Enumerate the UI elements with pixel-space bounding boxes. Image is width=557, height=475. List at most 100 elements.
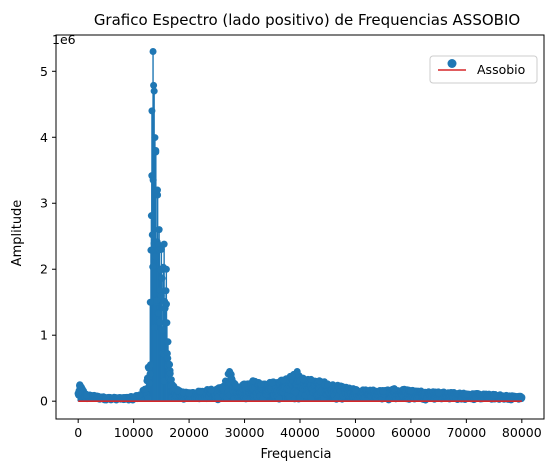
stem-marker (119, 395, 127, 403)
stem-marker (151, 253, 159, 261)
x-axis-ticks: 0 10000 20000 30000 40000 50000 60000 70000 8000… (74, 419, 542, 440)
x-tick-label: 70000 (446, 425, 486, 440)
stem-marker (257, 380, 265, 388)
x-tick-label: 10000 (114, 425, 154, 440)
stem-marker (166, 361, 174, 369)
stem-marker (307, 375, 315, 383)
stem-marker (160, 240, 168, 248)
stem-marker (149, 263, 157, 271)
stem-marker (158, 326, 166, 334)
stem-marker (226, 367, 234, 375)
stem-marker (149, 47, 157, 55)
stem-marker (164, 338, 172, 346)
stem-marker (74, 389, 82, 397)
stem-marker (144, 394, 152, 402)
legend[interactable]: Assobio (429, 55, 538, 84)
stem-marker (130, 393, 138, 401)
stem-marker (157, 245, 165, 253)
stem-marker (76, 381, 84, 389)
stem-marker (390, 385, 398, 393)
stem-marker (155, 226, 163, 234)
stem-marker (150, 87, 158, 95)
plot-frame (55, 34, 545, 420)
stem-marker (279, 376, 287, 384)
stem-marker (307, 394, 315, 402)
stem-marker (288, 372, 296, 380)
stem-marker (232, 382, 240, 390)
x-tick-label: 20000 (169, 425, 209, 440)
stem-lines (77, 51, 523, 402)
x-axis-label: Frequencia (260, 447, 331, 462)
stem-marker (218, 384, 226, 392)
stem-marker (249, 377, 257, 385)
stem-marker (435, 389, 443, 397)
stem-marker (268, 379, 276, 387)
stem-marker (156, 318, 164, 326)
x-tick-label: 40000 (280, 425, 320, 440)
y-axis-offset-label: 1e6 (52, 32, 76, 47)
stem-marker (146, 361, 154, 369)
stem-markers (74, 47, 526, 404)
stem-marker (351, 386, 359, 394)
stem-marker (315, 377, 323, 385)
stem-marker (152, 146, 160, 154)
y-tick-label: 2 (40, 262, 48, 277)
stem-marker (148, 231, 156, 239)
stem-marker (156, 286, 164, 294)
stem-marker (157, 292, 165, 300)
stem-marker (518, 393, 526, 401)
stem-marker (150, 323, 158, 331)
stem-marker (241, 380, 249, 388)
stem-marker (153, 296, 161, 304)
stem-marker (151, 134, 159, 142)
stem-marker (147, 246, 155, 254)
stem-marker (148, 107, 156, 115)
stem-marker (164, 354, 172, 362)
x-tick-label: 50000 (336, 425, 376, 440)
stem-marker (102, 394, 110, 402)
stem-marker (299, 375, 307, 383)
stem-marker (160, 377, 168, 385)
stem-marker (174, 387, 182, 395)
y-axis-ticks: 0 1 2 3 4 5 (40, 64, 56, 409)
stem-marker (166, 369, 174, 377)
y-tick-label: 4 (40, 130, 48, 145)
legend-box (429, 55, 538, 84)
legend-entry-assobio: Assobio (477, 62, 525, 77)
y-axis-label: Amplitude (10, 200, 25, 267)
stem-marker (379, 387, 387, 395)
stem-marker (149, 176, 157, 184)
y-tick-label: 0 (40, 394, 48, 409)
stem-marker (185, 389, 193, 397)
x-tick-label: 80000 (502, 425, 542, 440)
stem-marker (162, 287, 170, 295)
stem-marker (324, 380, 332, 388)
stem-marker (154, 191, 162, 199)
y-tick-label: 3 (40, 196, 48, 211)
stem-marker (150, 81, 158, 89)
x-tick-label: 60000 (391, 425, 431, 440)
stem-marker (490, 391, 498, 399)
stem-marker (180, 389, 188, 397)
stem-marker (144, 374, 151, 382)
stem-marker (163, 319, 171, 327)
y-tick-label: 5 (40, 64, 48, 79)
stem-marker (146, 298, 154, 306)
stem-marker (162, 300, 170, 308)
stem-marker (462, 390, 470, 398)
stem-marker (147, 212, 155, 220)
stem-marker (196, 387, 204, 395)
stem-marker (292, 389, 300, 397)
y-tick-label: 1 (40, 328, 48, 343)
x-tick-label: 30000 (225, 425, 265, 440)
stem-marker (153, 186, 161, 194)
stem-marker (407, 387, 415, 395)
stem-marker (155, 309, 163, 317)
chart-title: Grafico Espectro (lado positivo) de Freq… (94, 11, 520, 29)
stem-marker (162, 265, 170, 273)
stem-marker (141, 385, 149, 393)
x-tick-label: 0 (74, 425, 82, 440)
stem-marker (207, 386, 215, 394)
stem-marker (293, 367, 301, 375)
